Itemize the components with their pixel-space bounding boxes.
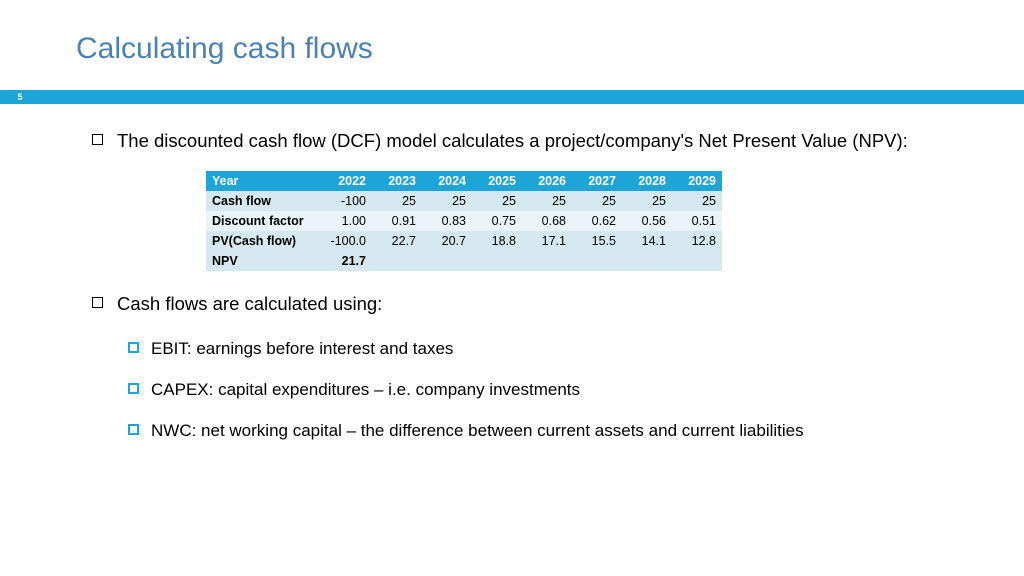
- cell: -100.0: [322, 231, 372, 251]
- accent-bar: 5: [0, 90, 1024, 104]
- col-header: Year: [206, 171, 322, 191]
- table-row: Discount factor 1.00 0.91 0.83 0.75 0.68…: [206, 211, 722, 231]
- cell: -100: [322, 191, 372, 211]
- bullet-text: EBIT: earnings before interest and taxes: [151, 335, 453, 362]
- cell: 20.7: [422, 231, 472, 251]
- square-bullet-icon: [92, 297, 103, 308]
- cell: 25: [472, 191, 522, 211]
- cell: 14.1: [622, 231, 672, 251]
- bullet-text: The discounted cash flow (DCF) model cal…: [117, 124, 908, 157]
- col-header: 2029: [672, 171, 722, 191]
- cell: 25: [422, 191, 472, 211]
- table-row: Cash flow -100 25 25 25 25 25 25 25: [206, 191, 722, 211]
- cell: [572, 251, 622, 271]
- dcf-table: Year 2022 2023 2024 2025 2026 2027 2028 …: [206, 171, 722, 271]
- bullet-ebit: EBIT: earnings before interest and taxes: [128, 335, 952, 362]
- cell: 0.68: [522, 211, 572, 231]
- square-bullet-icon: [128, 342, 139, 353]
- cell: 0.51: [672, 211, 722, 231]
- square-bullet-icon: [128, 424, 139, 435]
- cell: 25: [522, 191, 572, 211]
- cell: 21.7: [322, 251, 372, 271]
- bullet-cashflow-intro: Cash flows are calculated using:: [92, 287, 952, 320]
- row-label: Discount factor: [206, 211, 322, 231]
- cell: [672, 251, 722, 271]
- table-row-npv: NPV 21.7: [206, 251, 722, 271]
- row-label: NPV: [206, 251, 322, 271]
- cell: [422, 251, 472, 271]
- bullet-text: NWC: net working capital – the differenc…: [151, 417, 804, 444]
- col-header: 2025: [472, 171, 522, 191]
- col-header: 2026: [522, 171, 572, 191]
- square-bullet-icon: [92, 134, 103, 145]
- square-bullet-icon: [128, 383, 139, 394]
- table-header-row: Year 2022 2023 2024 2025 2026 2027 2028 …: [206, 171, 722, 191]
- cell: 1.00: [322, 211, 372, 231]
- row-label: PV(Cash flow): [206, 231, 322, 251]
- bullet-capex: CAPEX: capital expenditures – i.e. compa…: [128, 376, 952, 403]
- cell: 0.62: [572, 211, 622, 231]
- col-header: 2027: [572, 171, 622, 191]
- cell: [622, 251, 672, 271]
- col-header: 2023: [372, 171, 422, 191]
- col-header: 2022: [322, 171, 372, 191]
- cell: 0.75: [472, 211, 522, 231]
- page-number: 5: [0, 90, 40, 104]
- slide-title: Calculating cash flows: [0, 32, 1024, 66]
- cell: [372, 251, 422, 271]
- cell: 25: [672, 191, 722, 211]
- col-header: 2024: [422, 171, 472, 191]
- cell: 25: [572, 191, 622, 211]
- slide: Calculating cash flows 5 The discounted …: [0, 0, 1024, 576]
- bullet-text: Cash flows are calculated using:: [117, 287, 382, 320]
- bullet-dcf-intro: The discounted cash flow (DCF) model cal…: [92, 124, 952, 157]
- cell: [522, 251, 572, 271]
- cell: 22.7: [372, 231, 422, 251]
- cell: 0.56: [622, 211, 672, 231]
- cell: 17.1: [522, 231, 572, 251]
- content-area: The discounted cash flow (DCF) model cal…: [0, 124, 1024, 444]
- cell: 18.8: [472, 231, 522, 251]
- col-header: 2028: [622, 171, 672, 191]
- dcf-table-wrap: Year 2022 2023 2024 2025 2026 2027 2028 …: [206, 171, 952, 271]
- table-row: PV(Cash flow) -100.0 22.7 20.7 18.8 17.1…: [206, 231, 722, 251]
- row-label: Cash flow: [206, 191, 322, 211]
- cell: 25: [622, 191, 672, 211]
- cell: 0.83: [422, 211, 472, 231]
- cell: [472, 251, 522, 271]
- accent-bar-fill: [40, 90, 1024, 104]
- bullet-text: CAPEX: capital expenditures – i.e. compa…: [151, 376, 580, 403]
- bullet-nwc: NWC: net working capital – the differenc…: [128, 417, 952, 444]
- cell: 12.8: [672, 231, 722, 251]
- cell: 25: [372, 191, 422, 211]
- cell: 15.5: [572, 231, 622, 251]
- cell: 0.91: [372, 211, 422, 231]
